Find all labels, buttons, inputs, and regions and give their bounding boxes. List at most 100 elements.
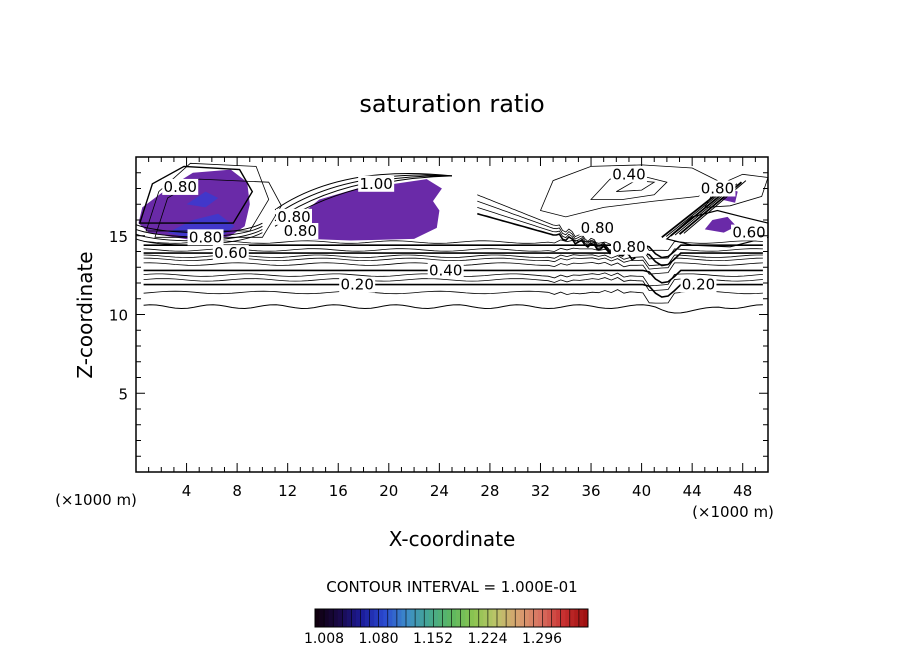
colorbar-cell bbox=[406, 609, 411, 627]
fill-core bbox=[186, 191, 219, 208]
y-tick-label: 5 bbox=[118, 385, 128, 403]
colorbar-cell bbox=[492, 609, 498, 627]
supersaturation-fills bbox=[138, 169, 738, 243]
x-tick-label: 24 bbox=[430, 482, 449, 500]
plot-area: 0.80 1.000.400.800.800.600.800.400.20 0.20… bbox=[109, 156, 769, 500]
contour-line bbox=[143, 239, 763, 251]
contour-line bbox=[143, 277, 763, 292]
colorbar-cell bbox=[560, 609, 566, 627]
contour-label: 0.40 bbox=[429, 261, 462, 279]
x-tick-label: 36 bbox=[581, 482, 600, 500]
contour-label-bg bbox=[610, 166, 647, 183]
contour-labels: 0.80 1.000.400.800.800.600.800.400.20 0.20… bbox=[162, 165, 768, 294]
x-unit-left: (×1000 m) bbox=[55, 491, 137, 509]
x-tick-label: 44 bbox=[683, 482, 702, 500]
colorbar-cell bbox=[515, 609, 521, 627]
contour-line bbox=[138, 165, 254, 224]
contour-line bbox=[143, 283, 763, 298]
y-axis-ticks: 5 10 15 bbox=[109, 172, 768, 457]
colorbar-cell bbox=[574, 609, 580, 627]
colorbar-cell bbox=[324, 609, 330, 627]
colorbar-cell bbox=[383, 609, 389, 627]
x-tick-label: 40 bbox=[632, 482, 651, 500]
colorbar-cell bbox=[497, 609, 502, 627]
y-tick-label: 10 bbox=[109, 307, 128, 325]
x-axis-label: X-coordinate bbox=[389, 527, 516, 551]
colorbar-cell bbox=[378, 609, 384, 627]
contour-label-bg bbox=[610, 238, 647, 255]
contour-line bbox=[143, 289, 763, 304]
contour-label-bg bbox=[187, 229, 224, 246]
colorbar-cell bbox=[337, 609, 343, 627]
contour-label-bg bbox=[276, 208, 312, 225]
fill-region bbox=[294, 179, 442, 241]
colorbar-tick-label: 1.008 bbox=[304, 631, 344, 647]
colorbar-cell bbox=[569, 609, 575, 627]
contour-line bbox=[661, 187, 725, 239]
contour-label-bg bbox=[699, 180, 736, 197]
colorbar-cell bbox=[483, 609, 489, 627]
x-tick-label: 48 bbox=[733, 482, 752, 500]
colorbar-cell bbox=[328, 609, 334, 627]
colorbar-cell bbox=[401, 609, 407, 627]
contour-line bbox=[477, 212, 636, 261]
colorbar-cell bbox=[519, 609, 525, 627]
contour-label: 0.80 bbox=[189, 228, 222, 246]
colorbar-cell bbox=[524, 609, 530, 627]
colorbar-cell bbox=[501, 609, 507, 627]
contour-label: 0.80 bbox=[581, 219, 614, 237]
colorbar-cell bbox=[365, 609, 370, 627]
colorbar-cell bbox=[551, 609, 557, 627]
colorbar-cell bbox=[528, 609, 534, 627]
colorbar-cell bbox=[583, 609, 589, 627]
colorbar-cell bbox=[351, 609, 357, 627]
colorbar-cell bbox=[469, 609, 475, 627]
contour-label: 0.40 bbox=[612, 165, 645, 183]
contour-label: 0.80 bbox=[612, 238, 645, 256]
chart-title: saturation ratio bbox=[359, 90, 544, 118]
colorbar-cell bbox=[578, 609, 584, 627]
colorbar-frame bbox=[314, 608, 589, 628]
contour-label-bg bbox=[282, 223, 319, 240]
colorbar-cell bbox=[456, 609, 461, 627]
colorbar-cell bbox=[510, 609, 516, 627]
contour-line bbox=[683, 180, 747, 234]
colorbar-cell bbox=[419, 609, 425, 627]
colorbar-cell bbox=[547, 609, 552, 627]
contour-label-bg bbox=[162, 178, 199, 195]
colorbar-cell bbox=[433, 609, 439, 627]
colorbar-cell bbox=[506, 609, 512, 627]
colorbar-cell bbox=[428, 609, 434, 627]
x-tick-label: 12 bbox=[278, 482, 297, 500]
contour-label-bg bbox=[579, 219, 616, 236]
contour-line bbox=[154, 178, 282, 238]
colorbar-tick-labels: 1.008 1.080 1.152 1.224 1.296 bbox=[304, 631, 562, 647]
colorbar-cell bbox=[533, 609, 539, 627]
fill-region bbox=[704, 216, 737, 233]
colorbar-tick-label: 1.152 bbox=[413, 631, 453, 647]
colorbar-cell bbox=[474, 609, 480, 627]
contour-label: 0.60 bbox=[214, 244, 247, 262]
x-tick-label: 32 bbox=[531, 482, 550, 500]
contour-label: 0.20 bbox=[682, 276, 715, 294]
colorbar-cell bbox=[355, 609, 361, 627]
colorbar-cell bbox=[396, 609, 402, 627]
contour-label-bg bbox=[680, 276, 717, 293]
x-tick-label: 4 bbox=[182, 482, 192, 500]
colorbar-cell bbox=[342, 609, 348, 627]
colorbar-cell bbox=[374, 609, 380, 627]
colorbar-cell bbox=[542, 609, 548, 627]
colorbar-cell bbox=[437, 609, 443, 627]
colorbar-tick-label: 1.080 bbox=[358, 631, 398, 647]
contour-label: 1.00 bbox=[359, 175, 392, 193]
colorbar-cell bbox=[333, 609, 339, 627]
colorbar-cell bbox=[410, 609, 416, 627]
contour-label: 0.80 bbox=[701, 180, 734, 198]
colorbar-tick-label: 1.296 bbox=[522, 631, 562, 647]
colorbar-cell bbox=[565, 609, 571, 627]
contour-label: 0.80 bbox=[277, 208, 310, 226]
contour-label-bg bbox=[339, 276, 376, 293]
colorbar-cell bbox=[442, 609, 448, 627]
x-unit-right: (×1000 m) bbox=[692, 503, 774, 521]
x-tick-label: 16 bbox=[329, 482, 348, 500]
